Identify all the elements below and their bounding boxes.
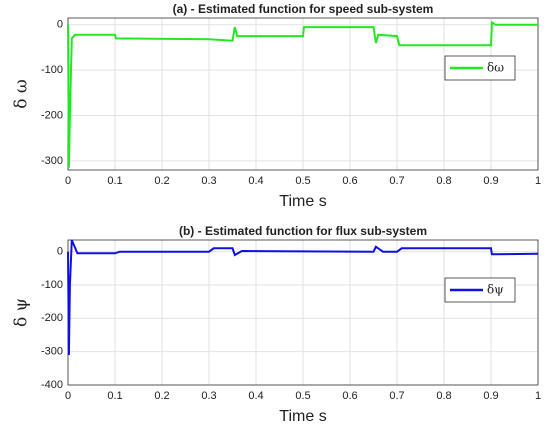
y-tick-label: 0 (57, 246, 63, 258)
x-tick-label: 0.8 (436, 175, 451, 187)
x-tick-label: 0 (65, 175, 71, 187)
x-tick-label: 0.2 (154, 390, 169, 402)
x-tick-label: 0.2 (154, 175, 169, 187)
x-tick-label: 0.3 (201, 175, 216, 187)
y-axis-label: δ ω (12, 79, 32, 109)
x-tick-label: 0.7 (389, 390, 404, 402)
y-tick-label: -300 (41, 155, 63, 167)
x-tick-label: 0.4 (248, 390, 263, 402)
x-tick-label: 1 (535, 390, 541, 402)
x-tick-label: 0.3 (201, 390, 216, 402)
x-tick-label: 0.8 (436, 390, 451, 402)
x-tick-label: 0.9 (483, 390, 498, 402)
x-tick-label: 0.6 (342, 175, 357, 187)
y-tick-label: -300 (41, 346, 63, 358)
y-tick-label: -200 (41, 312, 63, 324)
x-tick-label: 0 (65, 390, 71, 402)
data-line (67, 20, 538, 168)
x-tick-label: 0.1 (107, 175, 122, 187)
x-axis-label: Time s (279, 408, 326, 425)
x-tick-label: 0.9 (483, 175, 498, 187)
y-tick-label: 0 (57, 19, 63, 31)
x-tick-label: 0.5 (295, 175, 310, 187)
x-tick-label: 1 (535, 175, 541, 187)
y-tick-label: -100 (41, 64, 63, 76)
legend-label: δω (487, 61, 504, 75)
x-tick-label: 0.4 (248, 175, 263, 187)
x-tick-label: 0.7 (389, 175, 404, 187)
chart-title: (a) - Estimated function for speed sub-s… (173, 2, 434, 16)
chart-title: (b) - Estimated function for flux sub-sy… (179, 224, 427, 238)
data-line (67, 239, 539, 356)
legend-label: δψ (487, 283, 504, 297)
y-tick-label: -400 (41, 379, 63, 391)
y-axis-label: δ ψ (12, 298, 32, 327)
y-tick-label: -200 (41, 109, 63, 121)
x-tick-label: 0.1 (107, 390, 122, 402)
x-tick-label: 0.6 (342, 390, 357, 402)
y-tick-label: -100 (41, 279, 63, 291)
x-axis-label: Time s (279, 193, 326, 210)
x-tick-label: 0.5 (295, 390, 310, 402)
